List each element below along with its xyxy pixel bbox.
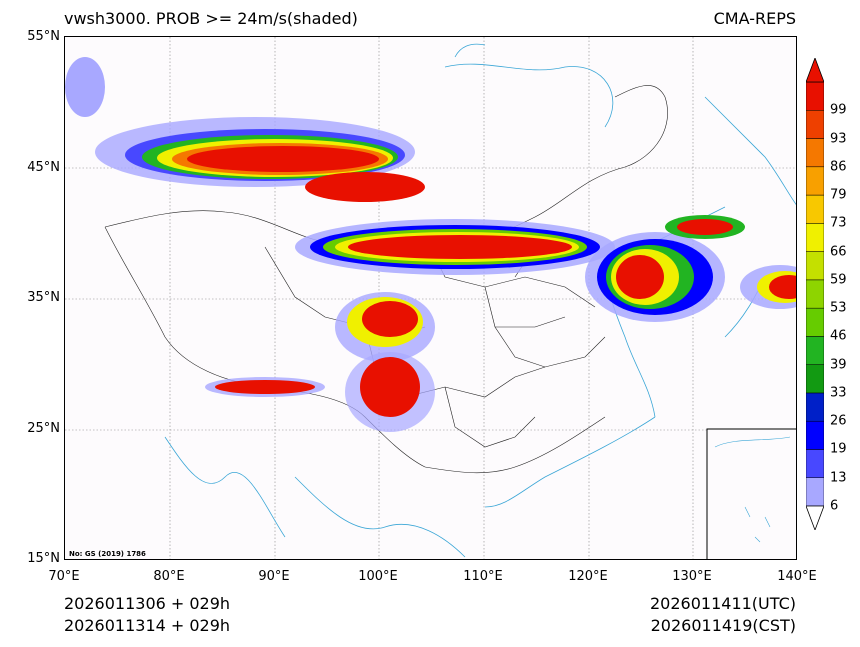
lon-tick-label: 90°E [258, 569, 290, 584]
probability-shading [65, 57, 796, 432]
colorbar-segment [806, 81, 824, 111]
colorbar-label: 79 [830, 187, 847, 203]
colorbar-max-arrow [806, 58, 824, 83]
valid-time-cst: 2026011419(CST) [650, 616, 796, 635]
map-panel: No: GS (2019) 1786 [64, 36, 797, 560]
lon-tick-label: 120°E [568, 569, 608, 584]
lon-tick-label: 130°E [672, 569, 712, 584]
colorbar-segment [806, 392, 824, 422]
colorbar-segment [806, 420, 824, 450]
valid-time-utc: 2026011411(UTC) [650, 594, 796, 613]
map-watermark: No: GS (2019) 1786 [69, 550, 146, 558]
colorbar-segment [806, 279, 824, 309]
lon-tick-label: 140°E [777, 569, 817, 584]
map-canvas: No: GS (2019) 1786 [65, 37, 796, 559]
colorbar-label: 39 [830, 357, 847, 373]
colorbar-segment [806, 364, 824, 394]
colorbar-min-arrow [806, 505, 824, 530]
lat-tick-label: 25°N [27, 421, 60, 436]
colorbar-label: 26 [830, 413, 847, 429]
init-time-cst: 2026011314 + 029h [64, 616, 231, 635]
colorbar-label: 19 [830, 441, 847, 457]
lat-tick-label: 15°N [27, 551, 60, 566]
colorbar-segment [806, 477, 824, 507]
lat-tick-label: 35°N [27, 290, 60, 305]
inset-coastline [714, 436, 791, 543]
colorbar-label: 46 [830, 328, 847, 344]
colorbar-label: 13 [830, 470, 847, 486]
colorbar-segment [806, 166, 824, 196]
colorbar-segment [806, 336, 824, 365]
colorbar-segment [806, 307, 824, 337]
lon-tick-label: 70°E [48, 569, 80, 584]
chart-title: vwsh3000. PROB >= 24m/s(shaded) [64, 9, 358, 28]
colorbar-segment [806, 223, 824, 252]
lon-tick-label: 80°E [153, 569, 185, 584]
lon-tick-label: 100°E [358, 569, 398, 584]
colorbar-label: 66 [830, 244, 847, 260]
lon-tick-label: 110°E [463, 569, 503, 584]
colorbar-segment [806, 251, 824, 281]
colorbar-label: 59 [830, 272, 847, 288]
model-name: CMA-REPS [713, 9, 796, 28]
colorbar-segment [806, 110, 824, 139]
colorbar-segment [806, 449, 824, 478]
lat-tick-label: 45°N [27, 160, 60, 175]
colorbar-label: 86 [830, 159, 847, 175]
init-time-utc: 2026011306 + 029h [64, 594, 231, 613]
colorbar-label: 93 [830, 131, 847, 147]
inset-frame [706, 428, 796, 559]
colorbar [806, 58, 824, 530]
colorbar-label: 53 [830, 300, 847, 316]
colorbar-label: 6 [830, 498, 839, 514]
colorbar-label: 33 [830, 385, 847, 401]
colorbar-segment [806, 138, 824, 168]
lat-tick-label: 55°N [27, 29, 60, 44]
colorbar-label: 99 [830, 102, 847, 118]
colorbar-segment [806, 194, 824, 224]
colorbar-label: 73 [830, 215, 847, 231]
